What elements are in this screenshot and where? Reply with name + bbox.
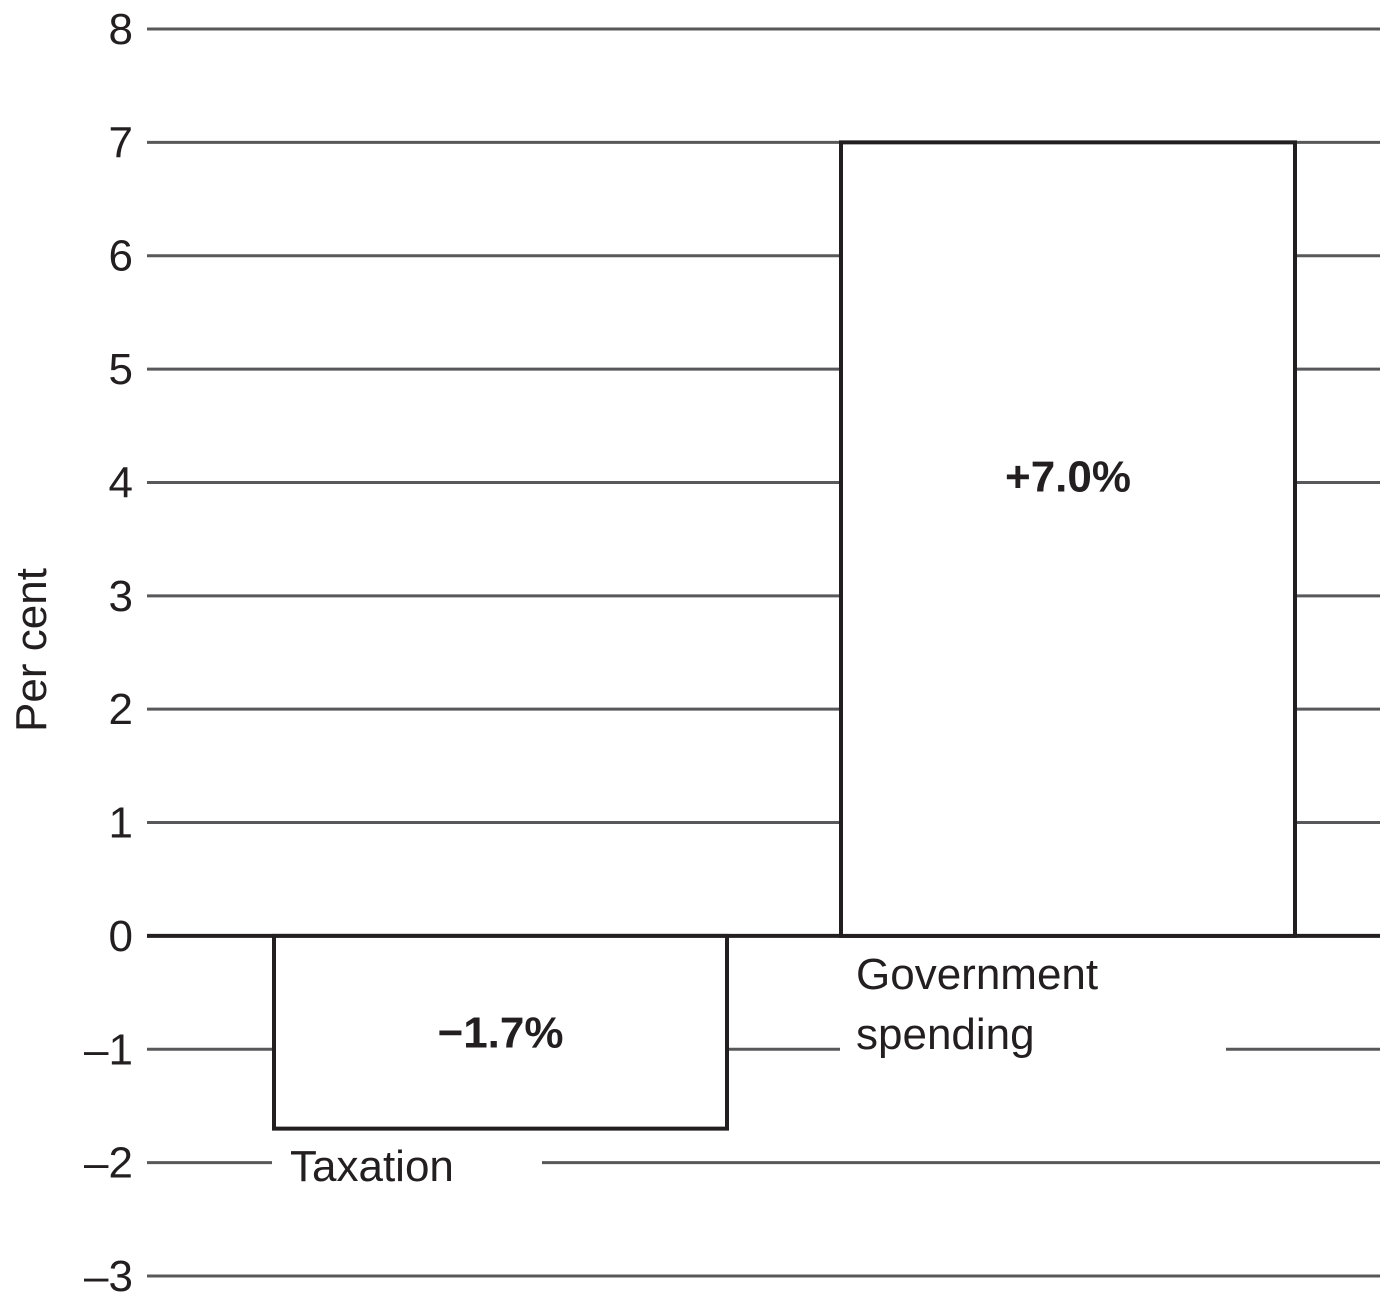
data-label: −1.7% — [438, 1008, 564, 1057]
category-label: Taxation — [290, 1142, 454, 1191]
y-tick-label: 6 — [109, 232, 133, 281]
category-label-mask — [272, 1135, 542, 1195]
y-tick-label: 5 — [109, 345, 133, 394]
category-label: Government spending — [856, 950, 1098, 1059]
bar — [839, 140, 1297, 938]
bars — [272, 140, 1297, 1131]
gridlines — [147, 27, 1380, 1278]
y-tick-label: 3 — [109, 572, 133, 621]
y-tick-label: –2 — [84, 1139, 133, 1188]
y-tick-label: 1 — [109, 799, 133, 848]
y-tick-label: 4 — [109, 458, 133, 507]
y-tick-label: –1 — [84, 1025, 133, 1074]
category-label-mask — [840, 945, 1226, 1065]
labels: −1.7% Taxation +7.0% Government spending — [290, 453, 1131, 1191]
y-tick-label: 2 — [109, 685, 133, 734]
y-tick-label: 8 — [109, 5, 133, 54]
category-label-masks — [272, 945, 1226, 1195]
y-axis-title: Per cent — [7, 568, 56, 732]
data-label: +7.0% — [1005, 453, 1131, 502]
y-tick-labels: 8 7 6 5 4 3 2 1 0 –1 –2 –3 — [84, 5, 133, 1301]
y-tick-label: 0 — [109, 912, 133, 961]
y-tick-label: 7 — [109, 118, 133, 167]
y-tick-label: –3 — [84, 1252, 133, 1301]
bar — [272, 933, 729, 1131]
